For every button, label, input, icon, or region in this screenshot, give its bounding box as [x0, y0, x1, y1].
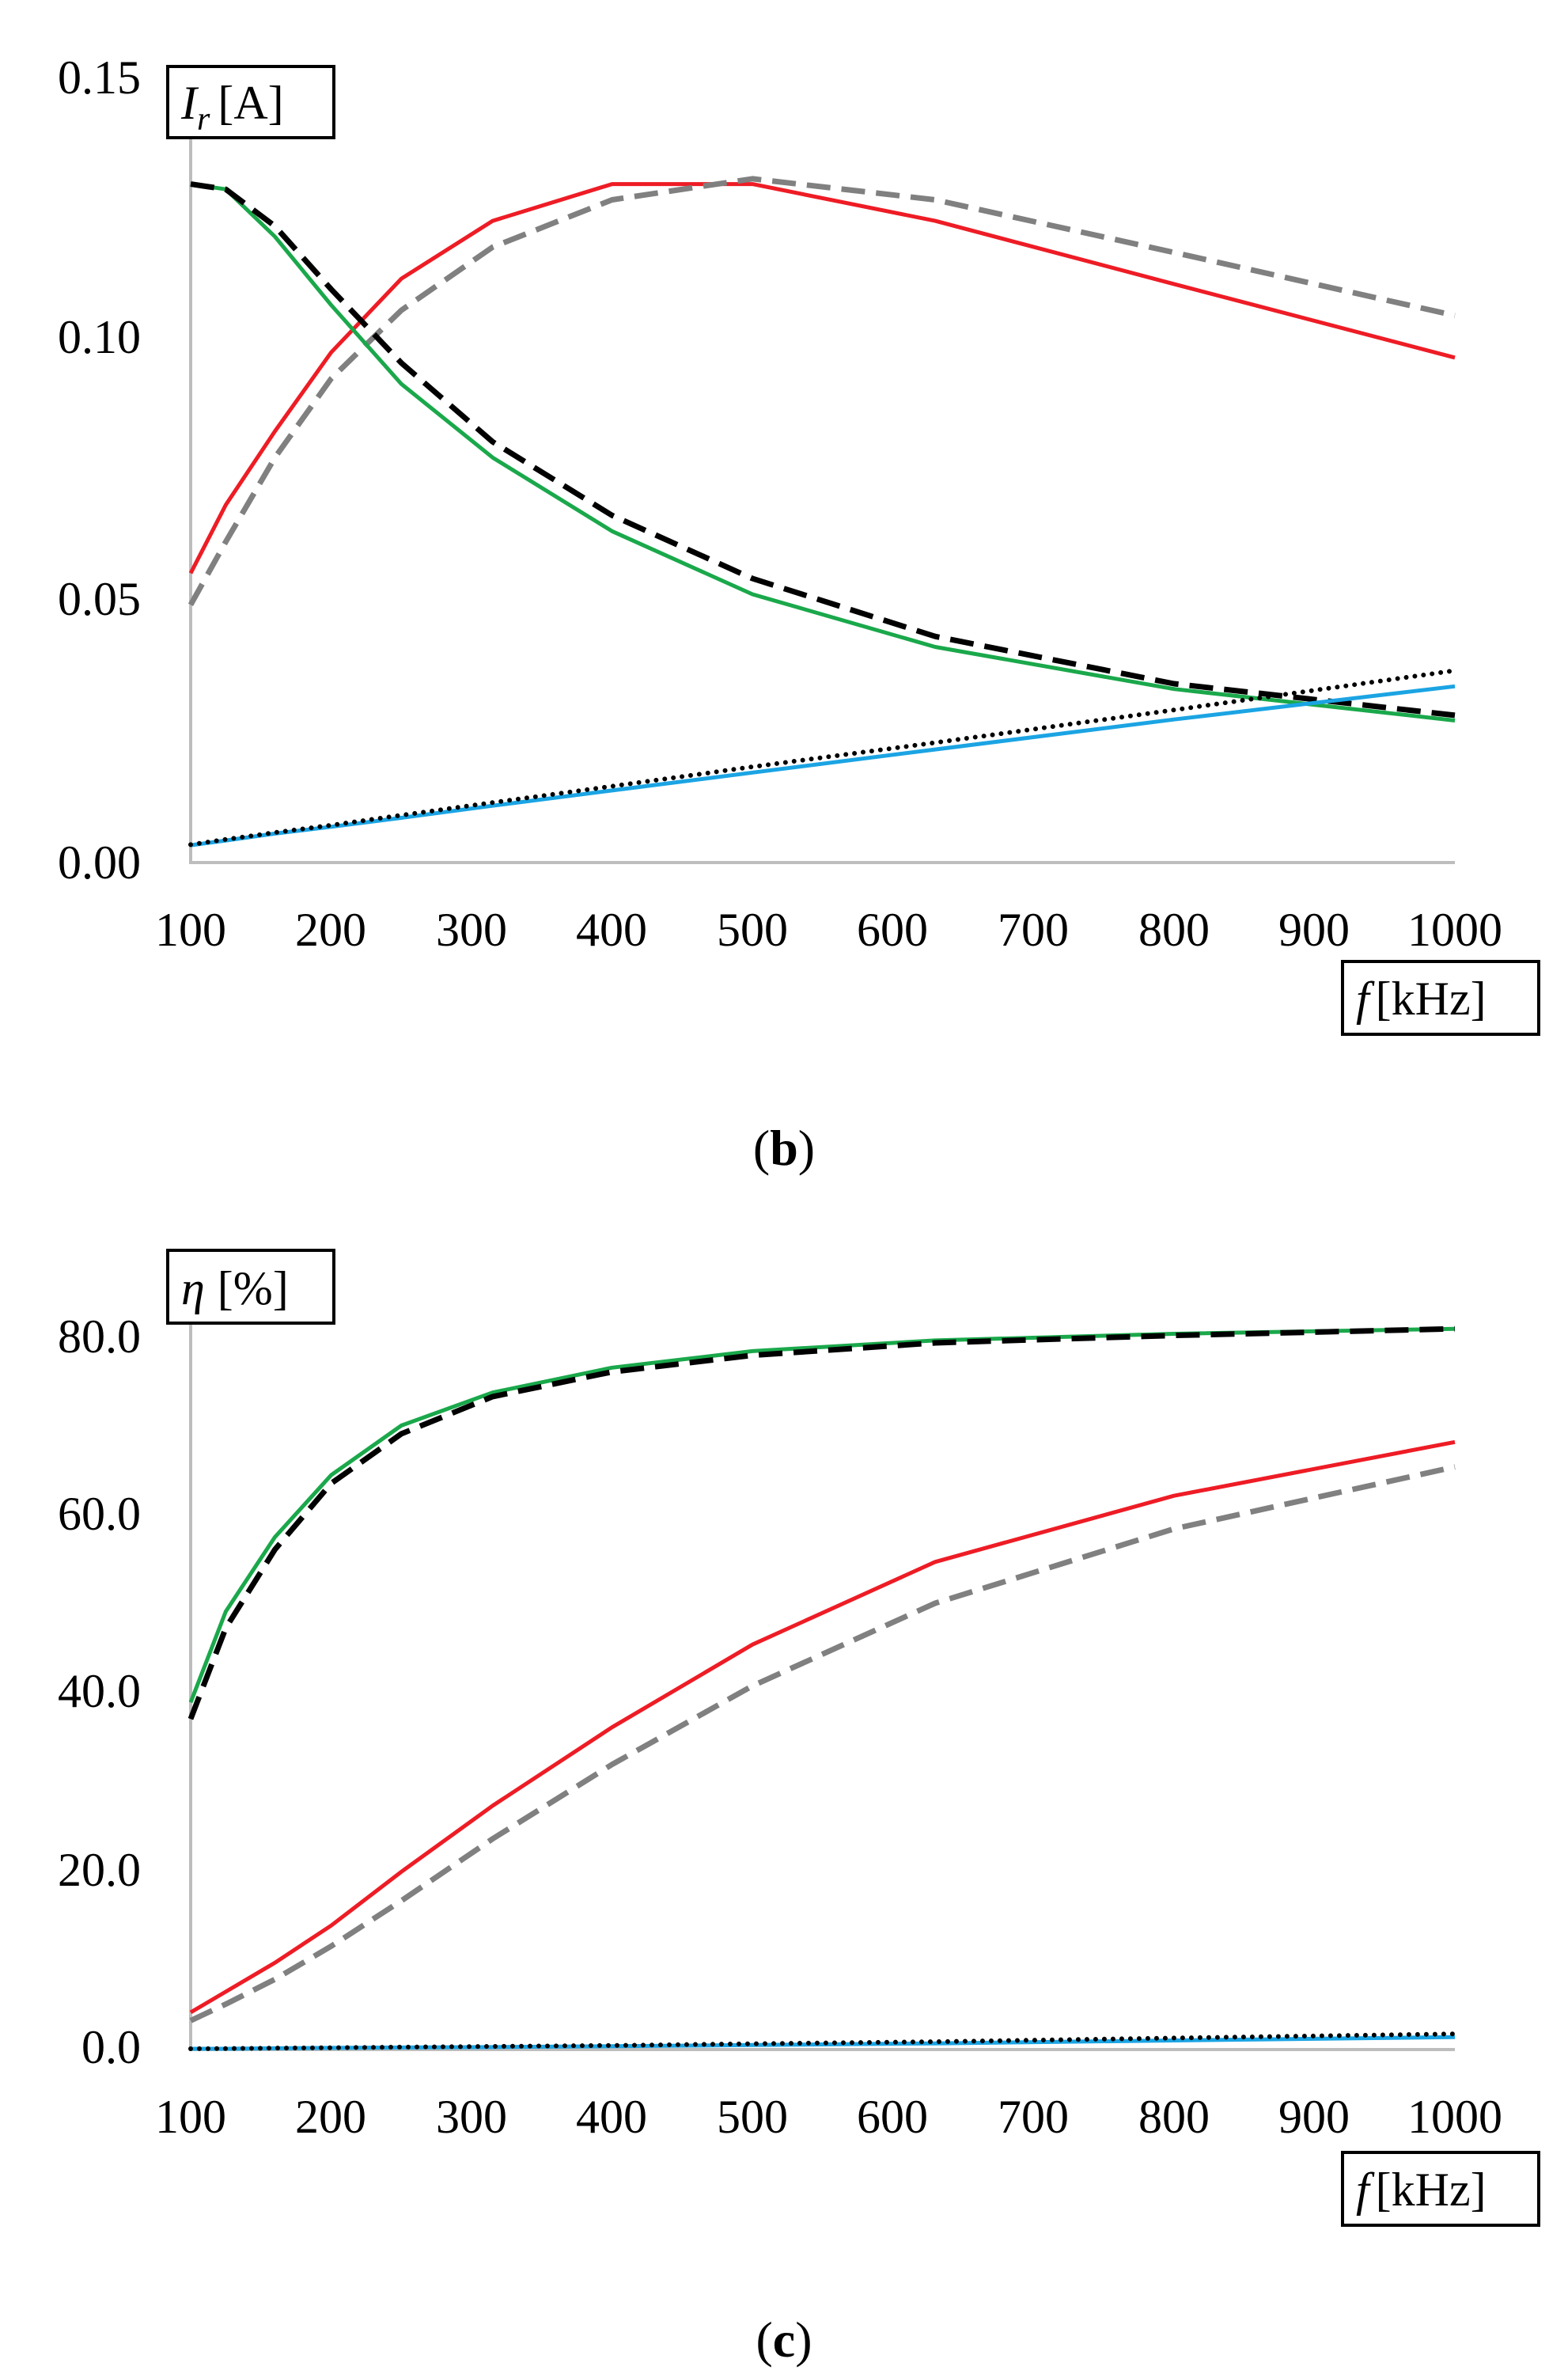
y-tick-label: 80.0: [58, 1310, 141, 1363]
y-axis-symbol: I: [180, 77, 199, 129]
x-tick-label: 900: [1278, 904, 1350, 956]
x-axis-label: f [kHz]: [1356, 2164, 1487, 2216]
y-axis-unit: [%]: [218, 1262, 289, 1314]
series-line-black-dashed: [190, 181, 1456, 719]
x-tick-label: 600: [857, 2091, 928, 2143]
y-axis-symbol: η: [181, 1262, 205, 1314]
x-axis-label: f [kHz]: [1356, 973, 1487, 1025]
axes: [189, 107, 1455, 864]
x-tick-label: 500: [717, 904, 788, 956]
axes: [189, 1298, 1455, 2051]
x-tick-label: 500: [717, 2091, 788, 2143]
x-tick-label: 700: [998, 904, 1069, 956]
x-axis-label-box: f [kHz]: [1341, 2151, 1540, 2227]
x-tick-label: 200: [295, 2091, 366, 2143]
series-line-red-solid: [189, 1439, 1456, 2015]
y-tick-label: 40.0: [58, 1665, 141, 1717]
y-axis-label: Ir [A]: [180, 77, 284, 138]
chart-panel-b: 0.00 0.05 0.10 0.15 100 200 300 400 500 …: [58, 51, 1540, 1176]
x-tick-label: 100: [155, 904, 226, 956]
x-tick-label: 1000: [1407, 2091, 1502, 2143]
y-tick-label: 20.0: [58, 1844, 141, 1896]
x-tick-label: 400: [576, 2091, 647, 2143]
y-tick-label: 0.05: [58, 573, 141, 625]
panel-caption: (c): [756, 2311, 812, 2368]
y-tick-label: 0.0: [81, 2021, 141, 2073]
x-tick-labels: 100 200 300 400 500 600 700 800 900 1000: [155, 2091, 1502, 2143]
x-tick-label: 200: [295, 904, 366, 956]
x-tick-label: 1000: [1407, 904, 1502, 956]
y-axis-label-box: η [%]: [166, 1249, 335, 1325]
series-group: [187, 176, 1457, 848]
x-tick-labels: 100 200 300 400 500 600 700 800 900 1000: [155, 904, 1502, 956]
x-tick-label: 300: [436, 2091, 507, 2143]
y-tick-label: 0.00: [58, 836, 141, 889]
y-tick-labels: 0.0 20.0 40.0 60.0 80.0: [58, 1310, 141, 2073]
x-tick-label: 100: [155, 2091, 226, 2143]
series-line-green-solid: [190, 182, 1456, 722]
series-line-black-dotted: [188, 2031, 1457, 2051]
y-axis-label: η [%]: [181, 1262, 289, 1314]
y-tick-label: 0.15: [58, 51, 141, 104]
y-axis-subscript: r: [197, 101, 210, 138]
x-tick-label: 600: [857, 904, 928, 956]
x-axis-label-box: f [kHz]: [1341, 960, 1540, 1036]
x-tick-label: 700: [998, 2091, 1069, 2143]
series-line-blue-solid: [190, 684, 1456, 848]
y-tick-label: 60.0: [58, 1488, 141, 1540]
chart-panel-c: 0.0 20.0 40.0 60.0 80.0 100 200 300 400 …: [58, 1249, 1540, 2368]
x-tick-label: 900: [1278, 2091, 1350, 2143]
y-axis-unit: [A]: [218, 77, 283, 129]
x-axis-unit: [kHz]: [1376, 2164, 1487, 2216]
x-tick-label: 800: [1138, 904, 1210, 956]
y-tick-labels: 0.00 0.05 0.10 0.15: [58, 51, 141, 889]
x-tick-label: 400: [576, 904, 647, 956]
series-line-gray-dashed: [189, 1464, 1456, 2023]
y-axis-label-box: Ir [A]: [166, 65, 335, 139]
series-line-black-dashed: [187, 1325, 1456, 1720]
x-tick-label: 800: [1138, 2091, 1210, 2143]
series-line-gray-dashed: [187, 176, 1456, 607]
panel-caption: (b): [753, 1120, 815, 1176]
series-group: [187, 1325, 1457, 2051]
series-line-black-dotted: [188, 668, 1457, 848]
series-line-green-solid: [188, 1326, 1456, 1704]
x-tick-label: 300: [436, 904, 507, 956]
y-tick-label: 0.10: [58, 311, 141, 363]
x-axis-unit: [kHz]: [1376, 973, 1487, 1025]
series-line-red-solid: [188, 182, 1456, 575]
